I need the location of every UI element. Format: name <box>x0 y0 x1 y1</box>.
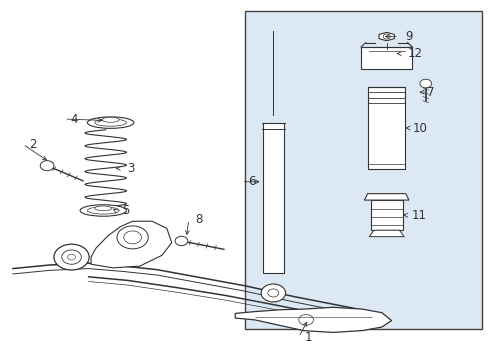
Text: 4: 4 <box>71 113 78 126</box>
Ellipse shape <box>87 207 119 214</box>
Polygon shape <box>365 194 409 200</box>
Polygon shape <box>371 200 403 230</box>
Polygon shape <box>379 32 394 41</box>
Polygon shape <box>235 307 392 332</box>
Circle shape <box>68 254 75 260</box>
Polygon shape <box>91 221 172 268</box>
Circle shape <box>268 289 279 297</box>
Circle shape <box>40 161 54 171</box>
Ellipse shape <box>95 206 112 211</box>
Polygon shape <box>369 230 404 237</box>
Text: 11: 11 <box>412 209 427 222</box>
Text: 1: 1 <box>305 330 313 343</box>
Polygon shape <box>245 12 482 329</box>
Polygon shape <box>263 123 284 273</box>
Text: 5: 5 <box>122 204 129 217</box>
Circle shape <box>62 250 81 264</box>
Text: 7: 7 <box>427 86 435 99</box>
Circle shape <box>117 226 148 249</box>
Text: 10: 10 <box>413 122 427 135</box>
Circle shape <box>299 315 314 325</box>
Circle shape <box>175 236 188 246</box>
Ellipse shape <box>80 205 126 216</box>
Text: 9: 9 <box>405 30 413 43</box>
Ellipse shape <box>95 119 126 126</box>
Polygon shape <box>361 47 412 69</box>
Text: 6: 6 <box>248 175 255 188</box>
Circle shape <box>420 79 432 88</box>
Text: 12: 12 <box>408 47 423 60</box>
Circle shape <box>124 231 142 244</box>
Text: 3: 3 <box>127 162 134 175</box>
Circle shape <box>261 284 286 302</box>
Polygon shape <box>368 87 405 169</box>
Ellipse shape <box>102 117 119 122</box>
Circle shape <box>54 244 89 270</box>
Text: 2: 2 <box>29 138 37 150</box>
Circle shape <box>383 34 390 39</box>
Text: 8: 8 <box>195 213 202 226</box>
Ellipse shape <box>87 117 134 129</box>
